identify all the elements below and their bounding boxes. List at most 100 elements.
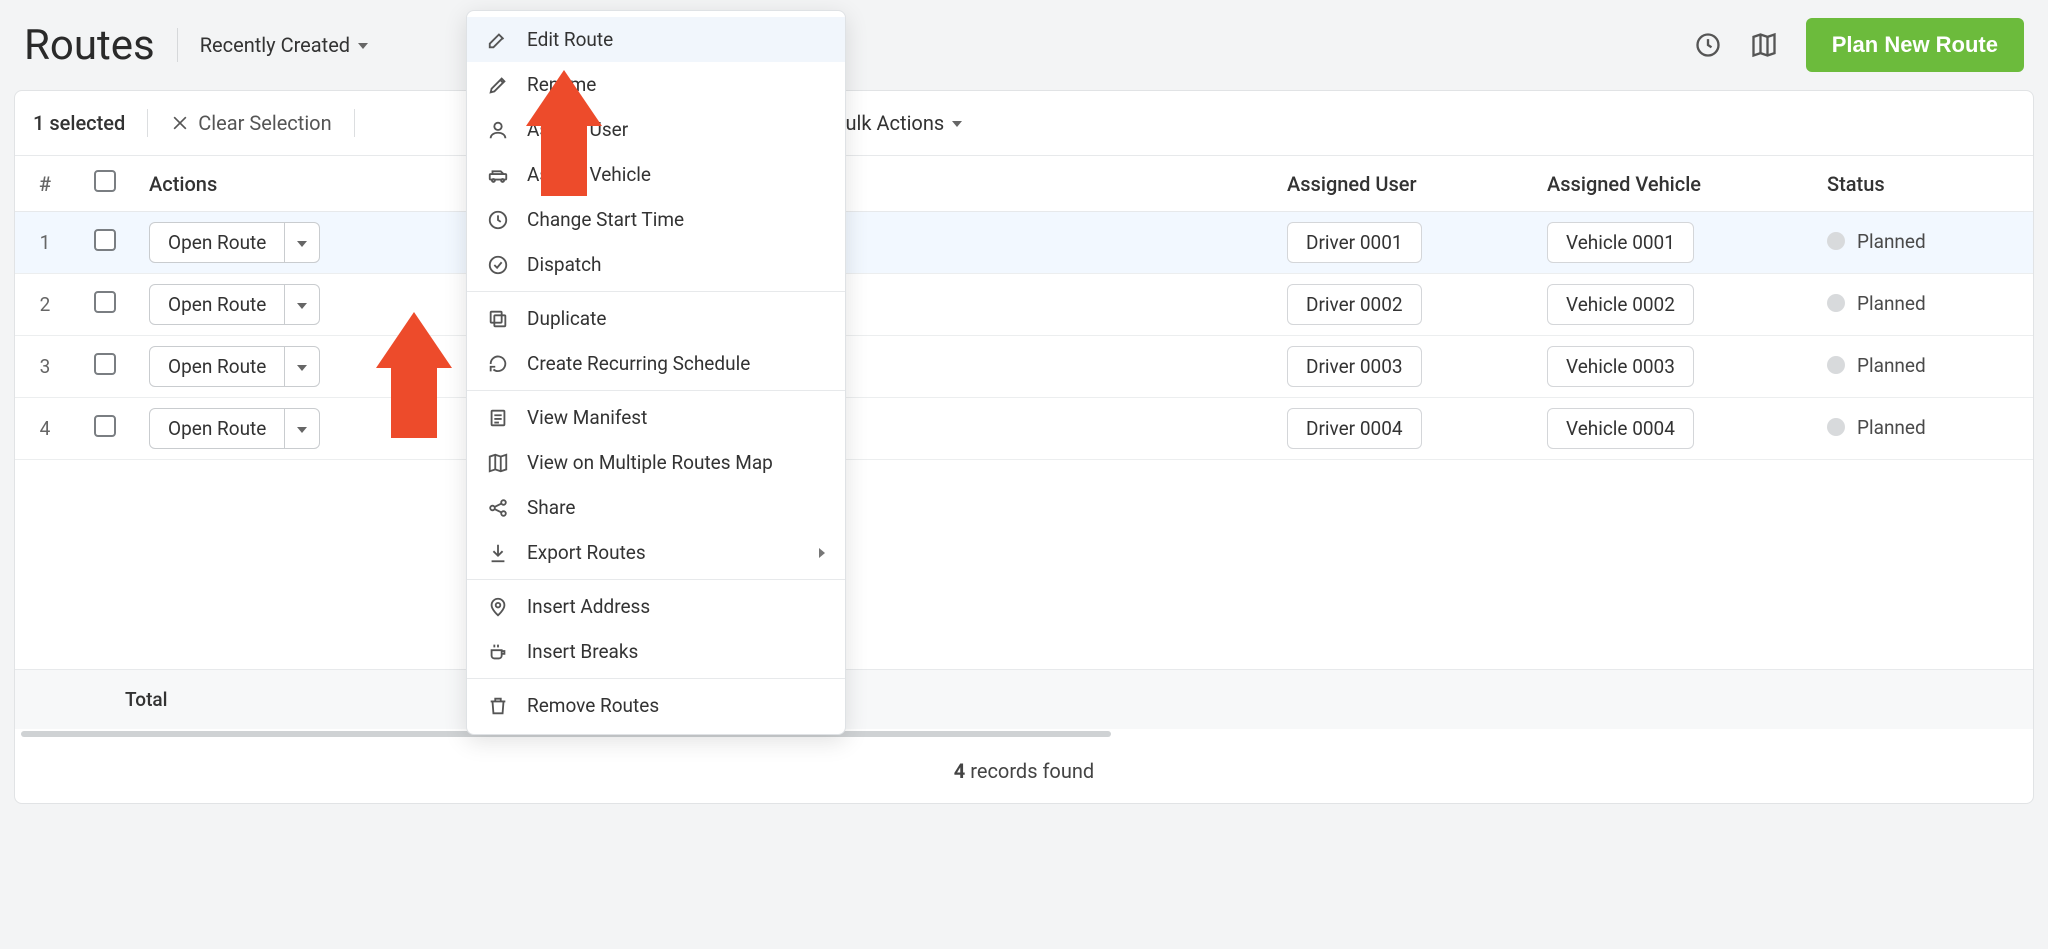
status-badge: Planned xyxy=(1827,230,1926,253)
menu-item-label: Share xyxy=(527,496,575,519)
table-row[interactable]: 1 Open Route Driver 0001 Vehicle 0001 Pl… xyxy=(15,212,2033,274)
open-route-dropdown[interactable] xyxy=(284,285,319,324)
menu-item-share[interactable]: Share xyxy=(467,485,845,530)
menu-item-duplicate[interactable]: Duplicate xyxy=(467,296,845,341)
menu-item-label: Remove Routes xyxy=(527,694,659,717)
col-num: # xyxy=(15,156,75,212)
recently-created-label: Recently Created xyxy=(200,33,350,57)
col-assigned-user: Assigned User xyxy=(1273,156,1533,212)
menu-item-insert-addr[interactable]: Insert Address xyxy=(467,584,845,629)
status-badge: Planned xyxy=(1827,354,1926,377)
menu-separator xyxy=(467,678,845,679)
caret-down-icon xyxy=(297,241,307,247)
caret-down-icon xyxy=(952,121,962,127)
menu-item-recurring[interactable]: Create Recurring Schedule xyxy=(467,341,845,386)
assigned-user-chip[interactable]: Driver 0004 xyxy=(1287,408,1422,449)
table-row[interactable]: 4 Open Route Driver 0004 Vehicle 0004 Pl… xyxy=(15,398,2033,460)
caret-down-icon xyxy=(297,427,307,433)
menu-item-label: Edit Route xyxy=(527,28,613,51)
open-route-button[interactable]: Open Route xyxy=(149,284,320,325)
assigned-user-chip[interactable]: Driver 0001 xyxy=(1287,222,1422,263)
menu-item-insert-breaks[interactable]: Insert Breaks xyxy=(467,629,845,674)
col-actions: Actions xyxy=(135,156,375,212)
assigned-vehicle-chip[interactable]: Vehicle 0004 xyxy=(1547,408,1694,449)
bulk-actions-dropdown[interactable]: Bulk Actions xyxy=(829,105,966,141)
table-row[interactable]: 3 Open Route Driver 0003 Vehicle 0003 Pl… xyxy=(15,336,2033,398)
assigned-user-chip[interactable]: Driver 0002 xyxy=(1287,284,1422,325)
open-route-label: Open Route xyxy=(150,223,284,262)
col-assigned-vehicle: Assigned Vehicle xyxy=(1533,156,1813,212)
menu-item-label: Create Recurring Schedule xyxy=(527,352,750,375)
menu-item-label: View Manifest xyxy=(527,406,647,429)
caret-down-icon xyxy=(297,303,307,309)
row-checkbox[interactable] xyxy=(94,229,116,251)
map-icon[interactable] xyxy=(1750,31,1778,59)
menu-item-label: Export Routes xyxy=(527,541,646,564)
horizontal-scrollbar[interactable] xyxy=(15,729,2033,739)
clear-selection-label: Clear Selection xyxy=(198,111,331,135)
menu-item-remove[interactable]: Remove Routes xyxy=(467,683,845,728)
open-route-button[interactable]: Open Route xyxy=(149,222,320,263)
col-checkbox xyxy=(75,156,135,212)
assign-vehicle-icon xyxy=(487,164,511,186)
insert-addr-icon xyxy=(487,596,511,618)
open-route-dropdown[interactable] xyxy=(284,223,319,262)
assigned-vehicle-chip[interactable]: Vehicle 0001 xyxy=(1547,222,1694,263)
bulk-actions-label: Bulk Actions xyxy=(833,111,944,135)
open-route-dropdown[interactable] xyxy=(284,409,319,448)
open-route-label: Open Route xyxy=(150,347,284,386)
insert-breaks-icon xyxy=(487,641,511,663)
menu-item-export[interactable]: Export Routes xyxy=(467,530,845,575)
status-badge: Planned xyxy=(1827,292,1926,315)
caret-down-icon xyxy=(358,43,368,49)
records-found: 4 records found xyxy=(15,739,2033,803)
menu-item-change-start[interactable]: Change Start Time xyxy=(467,197,845,242)
plan-new-route-button[interactable]: Plan New Route xyxy=(1806,18,2024,72)
dispatch-icon xyxy=(487,254,511,276)
recurring-icon xyxy=(487,353,511,375)
total-row: Total xyxy=(15,670,2033,730)
menu-separator xyxy=(467,291,845,292)
menu-item-manifest[interactable]: View Manifest xyxy=(467,395,845,440)
clock-icon[interactable] xyxy=(1694,31,1722,59)
menu-item-assign-user[interactable]: Assign User xyxy=(467,107,845,152)
row-checkbox[interactable] xyxy=(94,353,116,375)
change-start-icon xyxy=(487,209,511,231)
clear-selection-button[interactable]: Clear Selection xyxy=(170,111,331,135)
submenu-arrow-icon xyxy=(819,548,825,558)
menu-item-edit[interactable]: Edit Route xyxy=(467,17,845,62)
records-count: 4 xyxy=(954,759,965,783)
menu-item-label: Change Start Time xyxy=(527,208,684,231)
assigned-vehicle-chip[interactable]: Vehicle 0003 xyxy=(1547,346,1694,387)
share-icon xyxy=(487,497,511,519)
remove-icon xyxy=(487,695,511,717)
route-context-menu: Edit Route Rename Assign User Assign Veh… xyxy=(466,10,846,735)
rename-icon xyxy=(487,74,511,96)
selection-toolbar: 1 selected Clear Selection Time Bulk Act… xyxy=(15,91,2033,156)
open-route-button[interactable]: Open Route xyxy=(149,346,320,387)
row-number: 2 xyxy=(15,274,75,336)
row-number: 1 xyxy=(15,212,75,274)
menu-item-rename[interactable]: Rename xyxy=(467,62,845,107)
edit-icon xyxy=(487,29,511,51)
status-badge: Planned xyxy=(1827,416,1926,439)
menu-item-assign-vehicle[interactable]: Assign Vehicle xyxy=(467,152,845,197)
assigned-user-chip[interactable]: Driver 0003 xyxy=(1287,346,1422,387)
open-route-button[interactable]: Open Route xyxy=(149,408,320,449)
menu-item-label: Insert Breaks xyxy=(527,640,638,663)
menu-item-label: View on Multiple Routes Map xyxy=(527,451,773,474)
menu-separator xyxy=(467,390,845,391)
open-route-dropdown[interactable] xyxy=(284,347,319,386)
recently-created-dropdown[interactable]: Recently Created xyxy=(196,27,372,63)
menu-item-label: Duplicate xyxy=(527,307,606,330)
col-status: Status xyxy=(1813,156,2033,212)
row-checkbox[interactable] xyxy=(94,415,116,437)
assigned-vehicle-chip[interactable]: Vehicle 0002 xyxy=(1547,284,1694,325)
select-all-checkbox[interactable] xyxy=(94,170,116,192)
menu-item-dispatch[interactable]: Dispatch xyxy=(467,242,845,287)
table-row[interactable]: 2 Open Route Driver 0002 Vehicle 0002 Pl… xyxy=(15,274,2033,336)
row-checkbox[interactable] xyxy=(94,291,116,313)
menu-item-multimap[interactable]: View on Multiple Routes Map xyxy=(467,440,845,485)
duplicate-icon xyxy=(487,308,511,330)
menu-item-label: Dispatch xyxy=(527,253,602,276)
